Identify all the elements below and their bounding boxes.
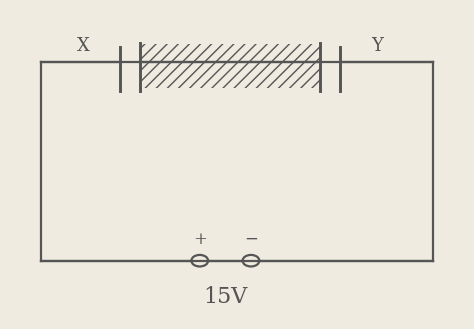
- Bar: [140, 44, 320, 88]
- Text: −: −: [244, 231, 258, 248]
- Text: X: X: [77, 38, 90, 56]
- Text: 15V: 15V: [203, 286, 247, 308]
- Text: +: +: [193, 231, 207, 248]
- Text: Y: Y: [371, 38, 383, 56]
